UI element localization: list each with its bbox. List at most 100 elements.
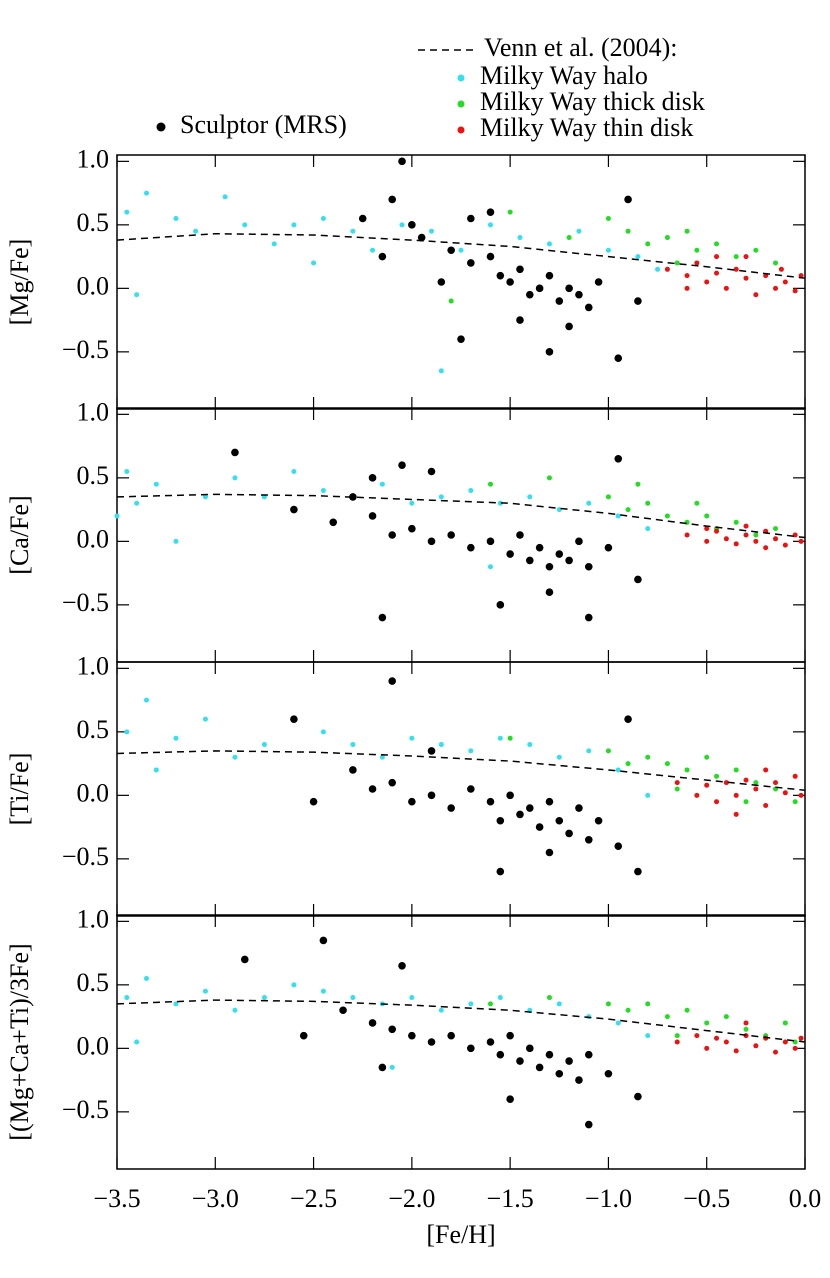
data-point bbox=[516, 531, 524, 539]
x-tick-label: −1.0 bbox=[585, 1184, 632, 1213]
data-point bbox=[545, 1050, 554, 1059]
y-axis-label: [Ca/Fe] bbox=[5, 495, 34, 574]
data-point bbox=[408, 797, 416, 806]
data-point bbox=[291, 222, 297, 228]
y-tick-label: 0.0 bbox=[77, 524, 110, 553]
legend-swatch bbox=[457, 126, 465, 134]
data-point bbox=[409, 500, 415, 506]
data-point bbox=[694, 792, 700, 798]
data-point bbox=[398, 461, 406, 469]
data-point bbox=[487, 222, 493, 228]
data-point bbox=[507, 209, 513, 215]
data-point bbox=[594, 278, 603, 286]
data-point bbox=[261, 995, 267, 1001]
data-point bbox=[427, 537, 436, 546]
data-point bbox=[487, 564, 493, 570]
data-point bbox=[516, 265, 524, 274]
y-tick-label: 1.0 bbox=[77, 144, 110, 173]
data-point bbox=[773, 260, 779, 266]
data-point bbox=[684, 273, 690, 279]
data-point bbox=[261, 742, 267, 748]
y-tick-label: 0.5 bbox=[77, 461, 110, 490]
data-point bbox=[624, 715, 632, 723]
data-point bbox=[438, 494, 444, 500]
data-point bbox=[409, 995, 415, 1001]
data-point bbox=[792, 799, 798, 805]
data-point bbox=[674, 786, 680, 792]
data-point bbox=[792, 1045, 798, 1051]
data-point bbox=[193, 228, 199, 234]
data-point bbox=[575, 537, 583, 546]
data-point bbox=[506, 1031, 514, 1040]
y-tick-label: −0.5 bbox=[62, 588, 109, 617]
data-point bbox=[370, 247, 376, 253]
data-point bbox=[753, 780, 759, 786]
data-point bbox=[733, 1048, 739, 1054]
data-point bbox=[535, 823, 544, 831]
data-point bbox=[625, 1007, 631, 1013]
data-point bbox=[506, 1095, 514, 1103]
data-point bbox=[290, 505, 298, 514]
data-point bbox=[674, 260, 680, 266]
data-point bbox=[242, 222, 248, 228]
data-point bbox=[615, 1020, 621, 1026]
data-point bbox=[379, 754, 385, 760]
data-point bbox=[753, 786, 759, 792]
data-point bbox=[645, 792, 651, 798]
x-tick-label: −1.5 bbox=[487, 1184, 534, 1213]
data-point bbox=[625, 507, 631, 513]
data-point bbox=[311, 260, 317, 266]
data-point bbox=[714, 528, 720, 534]
data-point bbox=[546, 475, 552, 481]
data-point bbox=[694, 500, 700, 506]
data-point bbox=[556, 754, 562, 760]
data-point bbox=[429, 228, 435, 234]
data-point bbox=[398, 157, 406, 166]
data-point bbox=[674, 1033, 680, 1039]
data-point bbox=[368, 785, 377, 793]
data-point bbox=[584, 1050, 593, 1059]
data-point bbox=[427, 1038, 436, 1046]
y-tick-label: 1.0 bbox=[77, 397, 110, 426]
data-point bbox=[535, 1063, 544, 1072]
data-point bbox=[545, 797, 554, 806]
y-tick-label: 0.0 bbox=[77, 778, 110, 807]
data-point bbox=[368, 512, 377, 520]
data-point bbox=[134, 292, 140, 298]
data-point bbox=[634, 867, 642, 876]
data-point bbox=[368, 474, 377, 482]
data-point bbox=[684, 228, 690, 234]
data-point bbox=[733, 811, 739, 817]
data-point bbox=[349, 766, 357, 774]
data-point bbox=[319, 936, 328, 945]
y-axis-label: [Mg/Fe] bbox=[5, 239, 34, 326]
data-point bbox=[545, 848, 554, 857]
data-point bbox=[743, 275, 749, 281]
data-point bbox=[545, 348, 554, 356]
data-point bbox=[584, 613, 593, 622]
data-point bbox=[555, 816, 564, 825]
data-point bbox=[153, 767, 159, 773]
data-point bbox=[516, 810, 524, 819]
data-point bbox=[782, 1020, 788, 1026]
data-point bbox=[763, 767, 769, 773]
data-point bbox=[222, 194, 228, 200]
data-point bbox=[704, 513, 710, 519]
data-point bbox=[468, 1001, 474, 1007]
data-point bbox=[506, 278, 514, 286]
x-axis-label: [Fe/H] bbox=[426, 1220, 495, 1249]
data-point bbox=[664, 266, 670, 272]
data-point bbox=[605, 494, 611, 500]
plot-frame bbox=[116, 661, 806, 917]
data-point bbox=[408, 1031, 416, 1040]
data-point bbox=[173, 216, 179, 221]
data-point bbox=[535, 543, 544, 552]
x-tick-label: −2.0 bbox=[388, 1184, 435, 1213]
y-tick-label: 1.0 bbox=[77, 904, 110, 933]
data-point bbox=[763, 545, 769, 551]
data-point bbox=[565, 829, 573, 838]
data-point bbox=[605, 247, 611, 253]
data-point bbox=[555, 1069, 564, 1078]
data-point bbox=[733, 266, 739, 272]
